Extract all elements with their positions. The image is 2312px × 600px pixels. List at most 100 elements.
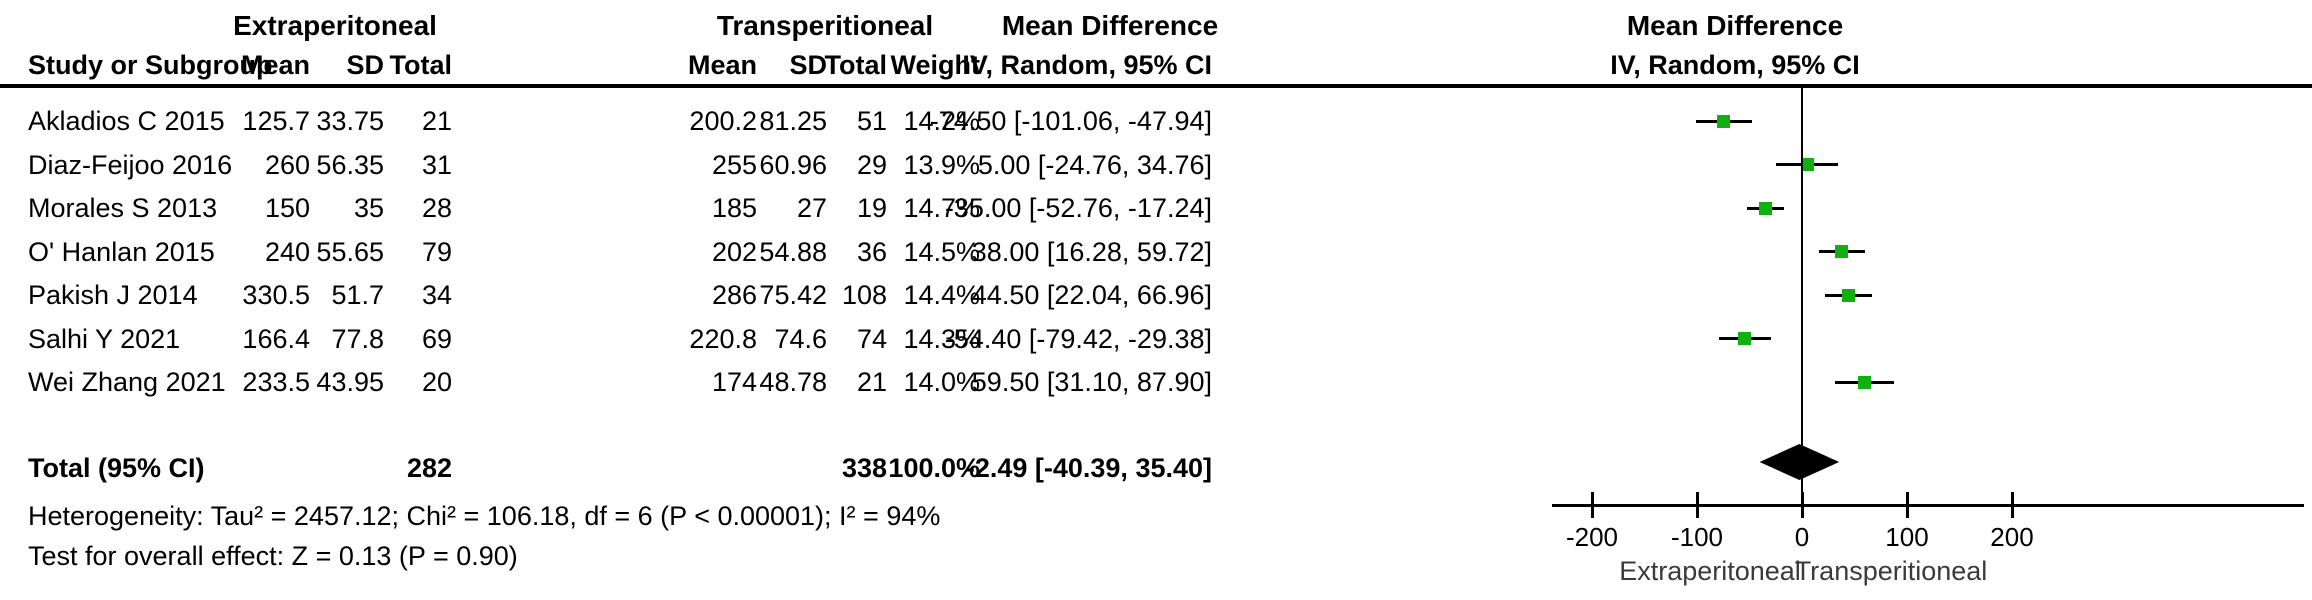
total-transperitoneal: 36: [856, 236, 887, 267]
axis-tick: [1905, 492, 1909, 518]
mean-extraperitoneal: 233.5: [242, 367, 310, 397]
total-row-label: Total (95% CI): [28, 453, 205, 483]
effect-square: [1842, 288, 1856, 302]
axis-label-left: Extraperitoneal: [1619, 556, 1801, 586]
col-header-sd1: SD: [346, 50, 384, 80]
weight-value: 14.7%: [903, 193, 980, 223]
md-column-title: Mean Difference: [1001, 10, 1219, 41]
group-header-transperitoneal: Transperitioneal: [716, 10, 934, 41]
md-ci-text: -54.40 [-79.42, -29.38]: [944, 323, 1212, 354]
axis-tick-label: -200: [1565, 522, 1619, 552]
axis-tick: [1695, 492, 1699, 518]
weight-value: 14.5%: [903, 236, 980, 267]
col-header-study: Study or Subgroup: [28, 50, 273, 80]
mean-transperitoneal: 202: [711, 236, 757, 267]
axis-tick-label: 0: [1794, 522, 1810, 552]
total-transperitoneal: 108: [841, 280, 887, 310]
heterogeneity-text: Heterogeneity: Tau² = 2457.12; Chi² = 10…: [28, 501, 941, 531]
sd-transperitoneal: 54.88: [759, 236, 827, 267]
md-ci-text: 5.00 [-24.76, 34.76]: [977, 149, 1212, 180]
md-ci-text: 38.00 [16.28, 59.72]: [971, 236, 1212, 267]
mean-extraperitoneal: 260: [264, 149, 310, 180]
total-n-extraperitoneal: 282: [406, 453, 452, 483]
effect-square: [1738, 332, 1752, 345]
total-extraperitoneal: 79: [421, 236, 452, 267]
sd-transperitoneal: 74.6: [774, 323, 827, 354]
weight-value: 13.9%: [903, 149, 980, 180]
total-extraperitoneal: 34: [421, 280, 452, 310]
total-n-transperitoneal: 338: [841, 453, 887, 483]
study-name: Wei Zhang 2021: [28, 367, 226, 397]
effect-square: [1800, 158, 1814, 171]
mean-transperitoneal: 286: [711, 280, 757, 310]
total-transperitoneal: 29: [856, 149, 887, 180]
col-header-mean1: Mean: [240, 50, 310, 80]
sd-extraperitoneal: 33.75: [316, 106, 384, 136]
total-weight: 100.0%: [888, 453, 980, 483]
total-extraperitoneal: 31: [421, 149, 452, 180]
md-ci-text: 44.50 [22.04, 66.96]: [971, 280, 1212, 310]
total-transperitoneal: 21: [856, 367, 887, 397]
x-axis-line: [1552, 504, 2304, 507]
effect-square: [1835, 245, 1849, 258]
axis-tick-label: 100: [1885, 522, 1929, 552]
total-md-ci-text: -2.49 [-40.39, 35.40]: [965, 453, 1212, 483]
col-header-sd2: SD: [789, 50, 827, 80]
col-header-weight: Weight: [890, 50, 981, 80]
header-underline: [0, 84, 2312, 88]
axis-label-right: Transperitioneal: [1794, 556, 1988, 586]
group-header-extraperitoneal: Extraperitoneal: [233, 10, 437, 41]
study-name: Diaz-Feijoo 2016: [28, 149, 233, 180]
col-header-total1: Total: [389, 50, 453, 80]
axis-tick: [1590, 492, 1594, 518]
forest-plot-panel: Extraperitoneal Transperitioneal -200 -10…: [1550, 0, 2312, 600]
mean-transperitoneal: 255: [711, 149, 757, 180]
zero-reference-line: [1801, 88, 1803, 504]
weight-value: 14.3%: [903, 323, 980, 354]
study-name: O' Hanlan 2015: [28, 236, 215, 267]
total-extraperitoneal: 69: [421, 323, 452, 354]
study-name: Akladios C 2015: [28, 106, 225, 136]
sd-extraperitoneal: 51.7: [331, 280, 384, 310]
axis-tick: [1800, 492, 1804, 518]
sd-transperitoneal: 81.25: [759, 106, 827, 136]
sd-transperitoneal: 48.78: [759, 367, 827, 397]
plot-subtitle: IV, Random, 95% CI: [1610, 50, 1860, 80]
axis-tick-label: -100: [1670, 522, 1724, 552]
pooled-effect-diamond: [1759, 444, 1840, 480]
mean-transperitoneal: 185: [711, 193, 757, 223]
sd-extraperitoneal: 55.65: [316, 236, 384, 267]
mean-transperitoneal: 174: [711, 367, 757, 397]
md-ci-text: 59.50 [31.10, 87.90]: [971, 367, 1212, 397]
sd-extraperitoneal: 43.95: [316, 367, 384, 397]
overall-effect-text: Test for overall effect: Z = 0.13 (P = 0…: [28, 541, 518, 571]
sd-transperitoneal: 75.42: [759, 280, 827, 310]
md-ci-text: -74.50 [-101.06, -47.94]: [929, 106, 1212, 136]
total-extraperitoneal: 28: [421, 193, 452, 223]
sd-extraperitoneal: 77.8: [331, 323, 384, 354]
total-extraperitoneal: 21: [421, 106, 452, 136]
weight-value: 14.0%: [903, 367, 980, 397]
study-name: Pakish J 2014: [28, 280, 198, 310]
mean-transperitoneal: 200.2: [689, 106, 757, 136]
sd-extraperitoneal: 56.35: [316, 149, 384, 180]
axis-tick: [2010, 492, 2014, 518]
mean-extraperitoneal: 125.7: [242, 106, 310, 136]
axis-tick-label: 200: [1990, 522, 2034, 552]
total-transperitoneal: 74: [856, 323, 887, 354]
col-header-ci: IV, Random, 95% CI: [962, 50, 1212, 80]
study-name: Morales S 2013: [28, 193, 218, 223]
effect-square: [1717, 114, 1731, 128]
mean-extraperitoneal: 150: [264, 193, 310, 223]
col-header-mean2: Mean: [687, 50, 757, 80]
total-transperitoneal: 19: [856, 193, 887, 223]
effect-square: [1857, 375, 1871, 389]
total-extraperitoneal: 20: [421, 367, 452, 397]
total-transperitoneal: 51: [856, 106, 887, 136]
sd-transperitoneal: 27: [796, 193, 827, 223]
col-header-total2: Total: [824, 50, 888, 80]
mean-extraperitoneal: 166.4: [242, 323, 310, 354]
effect-square: [1758, 201, 1772, 215]
sd-transperitoneal: 60.96: [759, 149, 827, 180]
